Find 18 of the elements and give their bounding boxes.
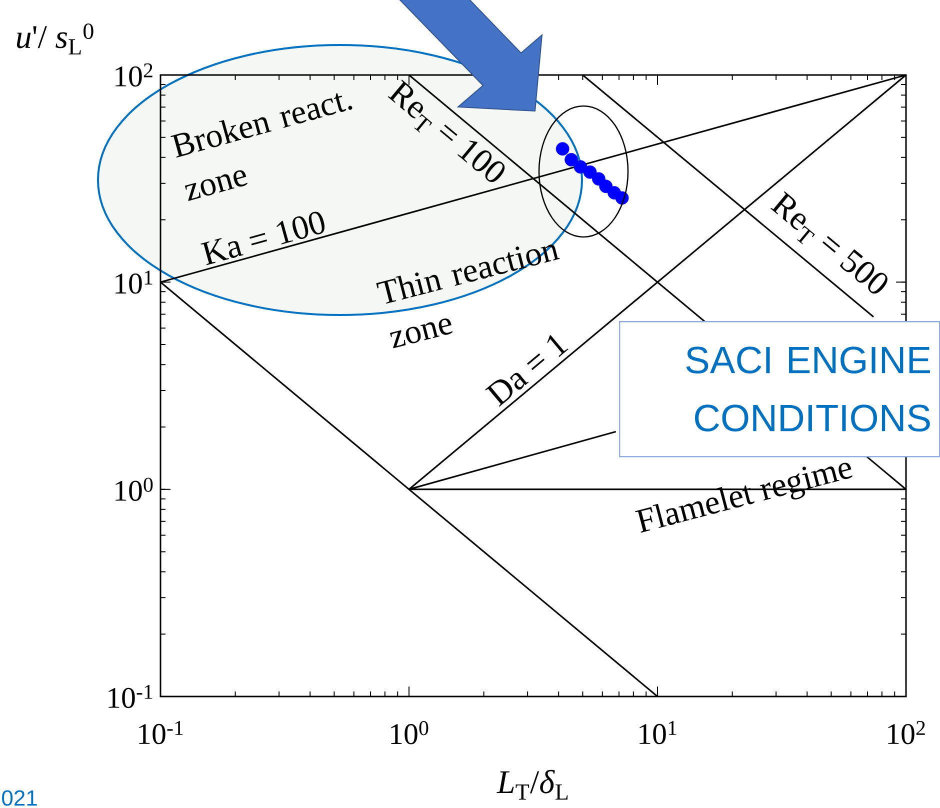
text: 021 <box>2 790 37 806</box>
annotation: Da = 1 <box>485 334 568 407</box>
y-tick-label: 10$^{-1}$ <box>108 684 152 708</box>
annotation: Re$_{T}$ = 100 <box>388 80 505 182</box>
y-tick-label: 10$^{2}$ <box>116 63 152 87</box>
x-tick-label: 10$^{0}$ <box>391 721 428 744</box>
y-axis-title: u'/ s$_{L}$0 <box>16 23 94 54</box>
x-tick-label: 10$^{1}$ <box>640 721 676 744</box>
y-tick-label: 10$^{1}$ <box>116 270 152 294</box>
annotation: Broken react. zone <box>170 93 352 201</box>
annotation: Flamelet regime <box>635 462 852 533</box>
annotation: Re$_{T}$ = 500 <box>770 191 888 294</box>
annotation: SACI ENGINE CONDITIONS <box>686 346 930 432</box>
x-axis-title: L$_{T}$/δ$_{L}$ <box>496 770 568 800</box>
x-tick-label: 10$^{-1}$ <box>139 721 183 744</box>
x-tick-label: 10$^{2}$ <box>888 721 925 744</box>
y-tick-label: 10$^{0}$ <box>116 478 153 501</box>
annotation: Ka = 100 <box>200 212 325 266</box>
